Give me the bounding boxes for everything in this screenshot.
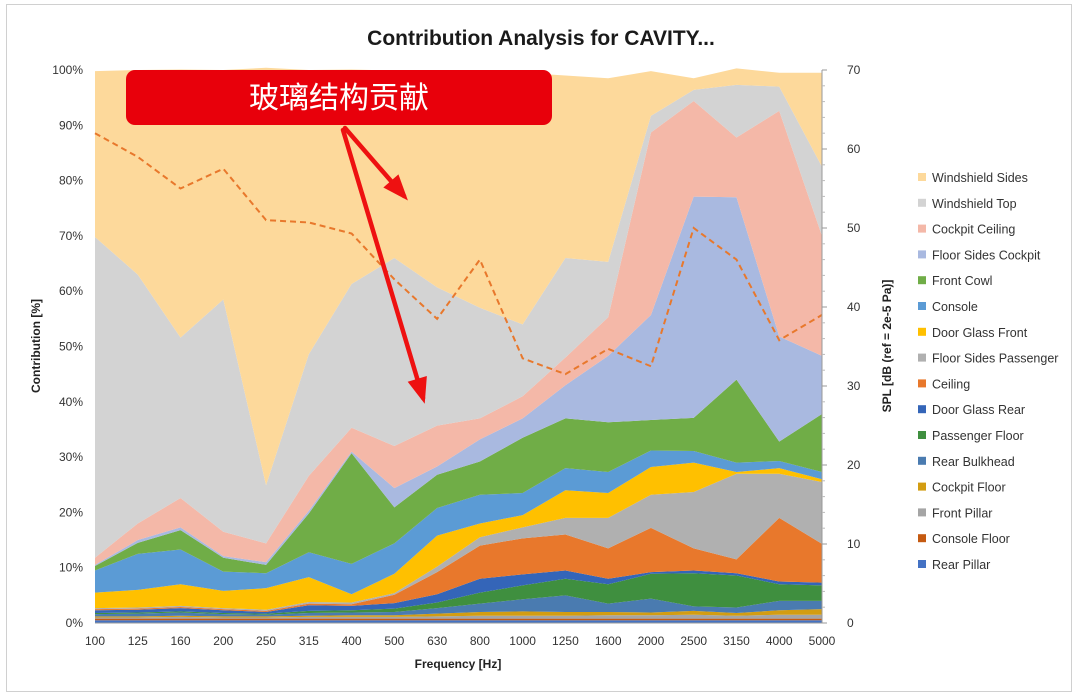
legend-label: Floor Sides Passenger — [932, 352, 1058, 366]
area-series-2 — [95, 614, 822, 619]
y-tick-label: 50% — [59, 340, 83, 354]
x-tick-label: 315 — [299, 634, 319, 648]
y2-tick-label: 10 — [847, 537, 861, 551]
legend-label: Console — [932, 300, 978, 314]
x-tick-label: 100 — [85, 634, 105, 648]
annotation-arrow-upper-head — [383, 174, 408, 201]
area-series-9 — [95, 462, 822, 610]
legend-swatch — [918, 431, 926, 439]
legend-label: Rear Pillar — [932, 558, 990, 572]
y2-tick-label: 60 — [847, 142, 861, 156]
legend-label: Passenger Floor — [932, 429, 1024, 443]
axes: 0% 10% 20% 30% 40% 50% 60% 70% 80% 90% 100% 0 10 20 30… — [52, 63, 860, 648]
y2-tick-label: 70 — [847, 63, 861, 77]
area-series-5 — [95, 573, 822, 615]
y2-tick-label: 40 — [847, 300, 861, 314]
legend-swatch — [918, 250, 926, 259]
y2-tick-label: 30 — [847, 379, 861, 393]
legend-label: Windshield Sides — [932, 171, 1028, 185]
annotation-arrow-lower — [340, 127, 426, 401]
x-tick-label: 2000 — [638, 634, 665, 648]
legend-swatch — [918, 173, 926, 181]
y-tick-label: 30% — [59, 450, 83, 464]
legend-label: Windshield Top — [932, 197, 1017, 211]
y-tick-label: 20% — [59, 505, 83, 519]
y-tick-label: 70% — [59, 229, 83, 243]
x-tick-label: 5000 — [809, 634, 836, 648]
x-tick-label: 2500 — [680, 634, 707, 648]
x-tick-label: 800 — [470, 634, 490, 648]
y2-tick-label: 50 — [847, 221, 861, 235]
x-tick-label: 200 — [213, 634, 233, 648]
chart-title: Contribution Analysis for CAVITY... — [367, 27, 715, 50]
area-series-14 — [95, 84, 822, 558]
area-series-8 — [95, 473, 822, 611]
area-series-11 — [95, 379, 822, 574]
legend-label: Front Pillar — [932, 506, 992, 520]
annotation-box — [126, 70, 552, 125]
x-tick-label: 500 — [384, 634, 404, 648]
legend-swatch — [918, 327, 926, 336]
x-tick-label: 1000 — [509, 634, 536, 648]
legend-swatch — [918, 379, 926, 388]
legend-swatch — [918, 456, 926, 465]
legend-label: Cockpit Floor — [932, 481, 1006, 495]
legend-swatch — [918, 508, 926, 517]
area-series-13 — [95, 100, 822, 565]
legend-label: Rear Bulkhead — [932, 455, 1015, 469]
y-tick-label: 100% — [52, 63, 83, 77]
legend-swatch — [918, 405, 926, 414]
y-tick-label: 60% — [59, 284, 83, 298]
legend-swatch — [918, 198, 926, 207]
legend: Windshield Sides Windshield Top Cockpit Ce… — [918, 171, 1058, 572]
legend-swatch — [918, 534, 926, 543]
legend-swatch — [918, 560, 926, 568]
y2-tick-label: 0 — [847, 616, 854, 630]
x-tick-label: 1600 — [595, 634, 622, 648]
x-axis-label: Frequency [Hz] — [415, 657, 502, 671]
y-tick-label: 10% — [59, 561, 83, 575]
y2-axis-label: SPL [dB (ref = 2e-5 Pa)] — [880, 280, 894, 413]
legend-label: Front Cowl — [932, 274, 992, 288]
plot-area — [94, 67, 823, 623]
legend-label: Cockpit Ceiling — [932, 223, 1015, 237]
legend-label: Door Glass Rear — [932, 403, 1025, 417]
x-tick-label: 160 — [171, 634, 191, 648]
spl-line — [94, 132, 823, 376]
legend-label: Floor Sides Cockpit — [932, 248, 1041, 262]
legend-label: Console Floor — [932, 532, 1010, 546]
area-series-0 — [95, 620, 822, 623]
legend-swatch — [918, 224, 926, 233]
y-tick-label: 0% — [66, 616, 84, 630]
legend-label: Door Glass Front — [932, 326, 1028, 340]
x-tick-label: 3150 — [723, 634, 750, 648]
legend-label: Ceiling — [932, 377, 970, 391]
annotation-arrow-lower-head — [407, 375, 427, 404]
x-tick-label: 630 — [427, 634, 447, 648]
legend-swatch — [918, 302, 926, 310]
legend-swatch — [918, 353, 926, 362]
x-tick-label: 250 — [256, 634, 276, 648]
area-series-7 — [95, 517, 822, 612]
area-series-3 — [95, 609, 822, 618]
x-tick-label: 125 — [128, 634, 148, 648]
legend-swatch — [918, 276, 926, 285]
annotation: 玻璃结构贡献 — [126, 70, 552, 404]
area-series-6 — [95, 570, 822, 614]
y-axis-label: Contribution [%] — [29, 299, 43, 393]
x-tick-label: 4000 — [766, 634, 793, 648]
area-series-15 — [95, 67, 822, 486]
y-tick-label: 40% — [59, 395, 83, 409]
area-series-1 — [95, 618, 822, 621]
legend-swatch — [918, 482, 926, 491]
annotation-text: 玻璃结构贡献 — [249, 81, 429, 116]
x-tick-label: 400 — [342, 634, 362, 648]
area-series-10 — [95, 450, 822, 595]
x-tick-label: 1250 — [552, 634, 579, 648]
area-series-12 — [95, 196, 822, 567]
y-tick-label: 80% — [59, 174, 83, 188]
y-tick-label: 90% — [59, 118, 83, 132]
y2-tick-label: 20 — [847, 458, 861, 472]
